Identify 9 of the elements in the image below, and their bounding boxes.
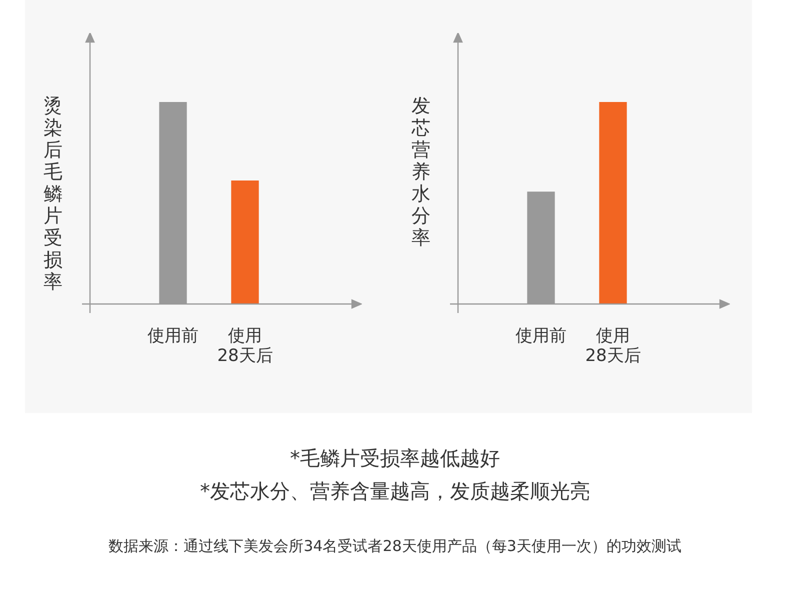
- text: *毛鳞片受损率越低越好: [289, 445, 501, 472]
- y-axis-title: 发芯营养水分率: [411, 95, 431, 249]
- x-tick-label: 使用 28天后: [217, 326, 273, 366]
- x-tick-label: 使用前: [516, 326, 566, 346]
- x-tick-label: 使用 28天后: [585, 326, 641, 366]
- text: *发芯水分、营养含量越高，发质越柔顺光亮: [199, 478, 591, 505]
- text: 烫染后毛鳞片受损率: [44, 95, 62, 293]
- source-note: 数据来源：通过线下美发会所34名受试者28天使用产品（每3天使用一次）的功效测试: [108, 537, 682, 556]
- x-tick-label: 使用前: [148, 326, 198, 346]
